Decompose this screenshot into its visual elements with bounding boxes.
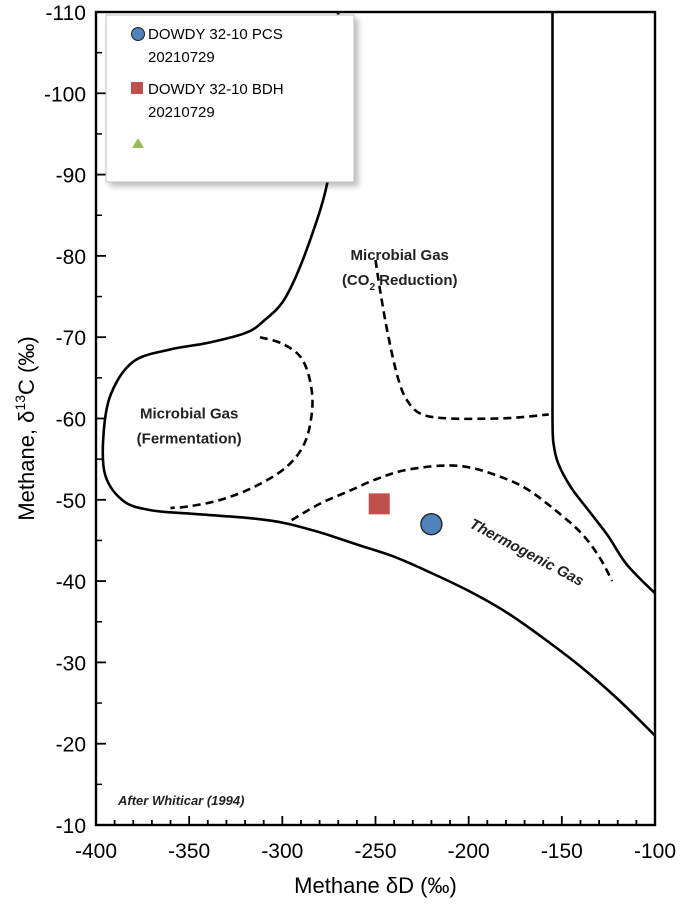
x-tick-label: -100	[634, 840, 676, 863]
boundary-dashed-ferm	[170, 335, 314, 510]
co2-pre: (CO	[342, 272, 370, 289]
y-tick-label: -80	[56, 246, 86, 269]
legend-label-bdh-date: 20210729	[148, 104, 215, 121]
x-tick-label: -250	[354, 840, 396, 863]
legend-label-pcs: DOWDY 32-10 PCS	[148, 26, 283, 43]
x-axis-title: Methane δD (‰)	[294, 873, 457, 898]
y-tick-label: -40	[56, 571, 86, 594]
boundary-solid-right	[551, 11, 656, 595]
y-tick-label: -20	[56, 734, 86, 757]
region-label-fermentation-line1: Microbial Gas	[140, 406, 238, 423]
y-title-pre: Methane, δ	[14, 411, 39, 521]
data-point-pcs	[420, 513, 443, 536]
legend-label-bdh: DOWDY 32-10 BDH	[148, 81, 284, 98]
y-tick-labels: -10 -20 -30 -40 -50 -60 -70 -80 -90 -100 -110	[44, 2, 86, 838]
y-tick-label: -30	[56, 652, 86, 675]
legend-marker-pcs	[131, 27, 145, 41]
y-title-post: C (‰)	[14, 336, 39, 395]
data-points	[368, 493, 443, 536]
region-label-fermentation-line2: (Fermentation)	[137, 431, 242, 448]
x-tick-label: -400	[75, 840, 117, 863]
legend: DOWDY 32-10 PCS 20210729 DOWDY 32-10 BDH…	[105, 14, 355, 183]
legend-box	[105, 14, 355, 183]
region-label-co2-line1: Microbial Gas	[351, 247, 449, 264]
co2-sub: 2	[369, 282, 375, 293]
legend-label-pcs-date: 20210729	[148, 49, 215, 66]
tick-marks	[95, 11, 656, 826]
y-tick-label: -60	[56, 409, 86, 432]
boundary-solid-left	[101, 11, 656, 737]
y-tick-label: -110	[46, 2, 86, 25]
credit-annotation: After Whiticar (1994)	[117, 793, 244, 808]
boundary-lines	[101, 11, 656, 737]
y-tick-label: -70	[56, 327, 86, 350]
x-tick-label: -150	[541, 840, 583, 863]
legend-marker-triangle	[132, 138, 144, 148]
boundary-dashed-co2	[374, 259, 549, 421]
legend-marker-bdh	[131, 82, 143, 94]
y-title-sup: 13	[12, 395, 28, 411]
x-tick-label: -300	[261, 840, 303, 863]
x-tick-label: -200	[448, 840, 490, 863]
boundary-dashed-thermo	[290, 464, 614, 582]
y-axis-title: Methane, δ13C (‰)	[12, 336, 39, 520]
data-point-bdh	[368, 493, 390, 515]
y-tick-label: -10	[56, 815, 86, 838]
co2-post: Reduction)	[375, 272, 458, 289]
y-tick-label: -90	[56, 165, 86, 188]
x-tick-label: -350	[168, 840, 210, 863]
x-tick-labels: -400 -350 -300 -250 -200 -150 -100	[75, 840, 676, 863]
y-tick-label: -50	[56, 490, 86, 513]
y-tick-label: -100	[44, 83, 86, 106]
region-label-co2-line2: (CO2 Reduction)	[342, 272, 458, 293]
